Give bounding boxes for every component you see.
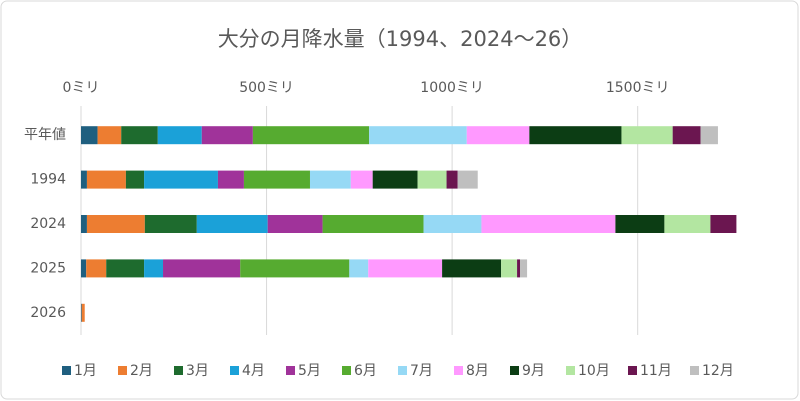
bar-segment [144,215,197,233]
bar-segment [125,170,145,189]
y-tick-label: 2026 [30,305,66,321]
x-tick-label: 0ミリ [63,80,100,96]
bar-segment [81,259,87,278]
bar-segment [81,126,98,145]
bar-segment [520,259,528,278]
x-tick-label: 500ミリ [239,80,294,96]
bar-segment [252,126,370,145]
bar-segment [350,170,373,189]
bar-segment [86,259,107,278]
bar-segment [700,126,718,145]
bar-segment [106,259,145,278]
legend-label: 5月 [298,363,321,379]
y-tick-label: 1994 [30,172,66,188]
bar-segment [81,303,85,322]
legend-swatch [510,366,519,375]
legend-label: 4月 [242,363,265,379]
bar-segment [217,170,244,189]
legend-swatch [690,366,699,375]
bar-segment [517,259,521,278]
bar-segment [309,170,351,189]
bar-segment [442,259,502,278]
bar-segment [529,126,622,145]
legend-label: 8月 [466,363,489,379]
legend-swatch [398,366,407,375]
legend-swatch [62,366,71,375]
legend-label: 9月 [522,363,545,379]
x-tick-label: 1500ミリ [606,80,670,96]
y-tick-label: 2024 [30,216,66,232]
bar-segment [672,126,701,145]
bar-segment [322,215,424,233]
bar-segment [163,259,241,278]
bar-segment [664,215,711,233]
bar-segment [157,126,202,145]
bar-segment [97,126,122,145]
legend-label: 12月 [702,363,734,379]
bar-segment [86,215,145,233]
bar-segment [81,215,87,233]
legend-label: 6月 [354,363,377,379]
legend-label: 11月 [640,363,672,379]
legend-swatch [174,366,183,375]
legend-swatch [454,366,463,375]
chart-title: 大分の月降水量（1994、2024～26） [218,27,583,51]
y-tick-label: 平年値 [24,127,66,143]
bar-segment [446,170,458,189]
bar-segment [201,126,253,145]
bar-segment [196,215,268,233]
bar-segment [144,170,218,189]
legend-swatch [286,366,295,375]
legend-swatch [118,366,127,375]
bar-segment [501,259,518,278]
legend-label: 1月 [74,363,97,379]
bar-segment [121,126,158,145]
bar-segment [710,215,737,233]
bar-segment [243,170,310,189]
legend-label: 10月 [578,363,610,379]
y-tick-label: 2025 [30,260,66,276]
bar-segment [466,126,530,145]
legend-swatch [566,366,575,375]
legend-swatch [230,366,239,375]
bar-segment [457,170,478,189]
bar-segment [86,170,126,189]
bar-segment [621,126,673,145]
bar-segment [81,170,87,189]
bar-segment [615,215,665,233]
legend-label: 7月 [410,363,433,379]
legend-label: 2月 [130,363,153,379]
bar-segment [267,215,323,233]
bar-segment [417,170,447,189]
x-tick-label: 1000ミリ [420,80,484,96]
legend-swatch [628,366,637,375]
bar-segment [81,303,82,322]
bar-segment [423,215,482,233]
bar-segment [349,259,369,278]
bar-segment [368,259,443,278]
bar-segment [240,259,350,278]
bar-segment [369,126,467,145]
bar-segment [372,170,418,189]
bar-segment [481,215,616,233]
legend-swatch [342,366,351,375]
bar-segment [144,259,164,278]
legend-label: 3月 [186,363,209,379]
